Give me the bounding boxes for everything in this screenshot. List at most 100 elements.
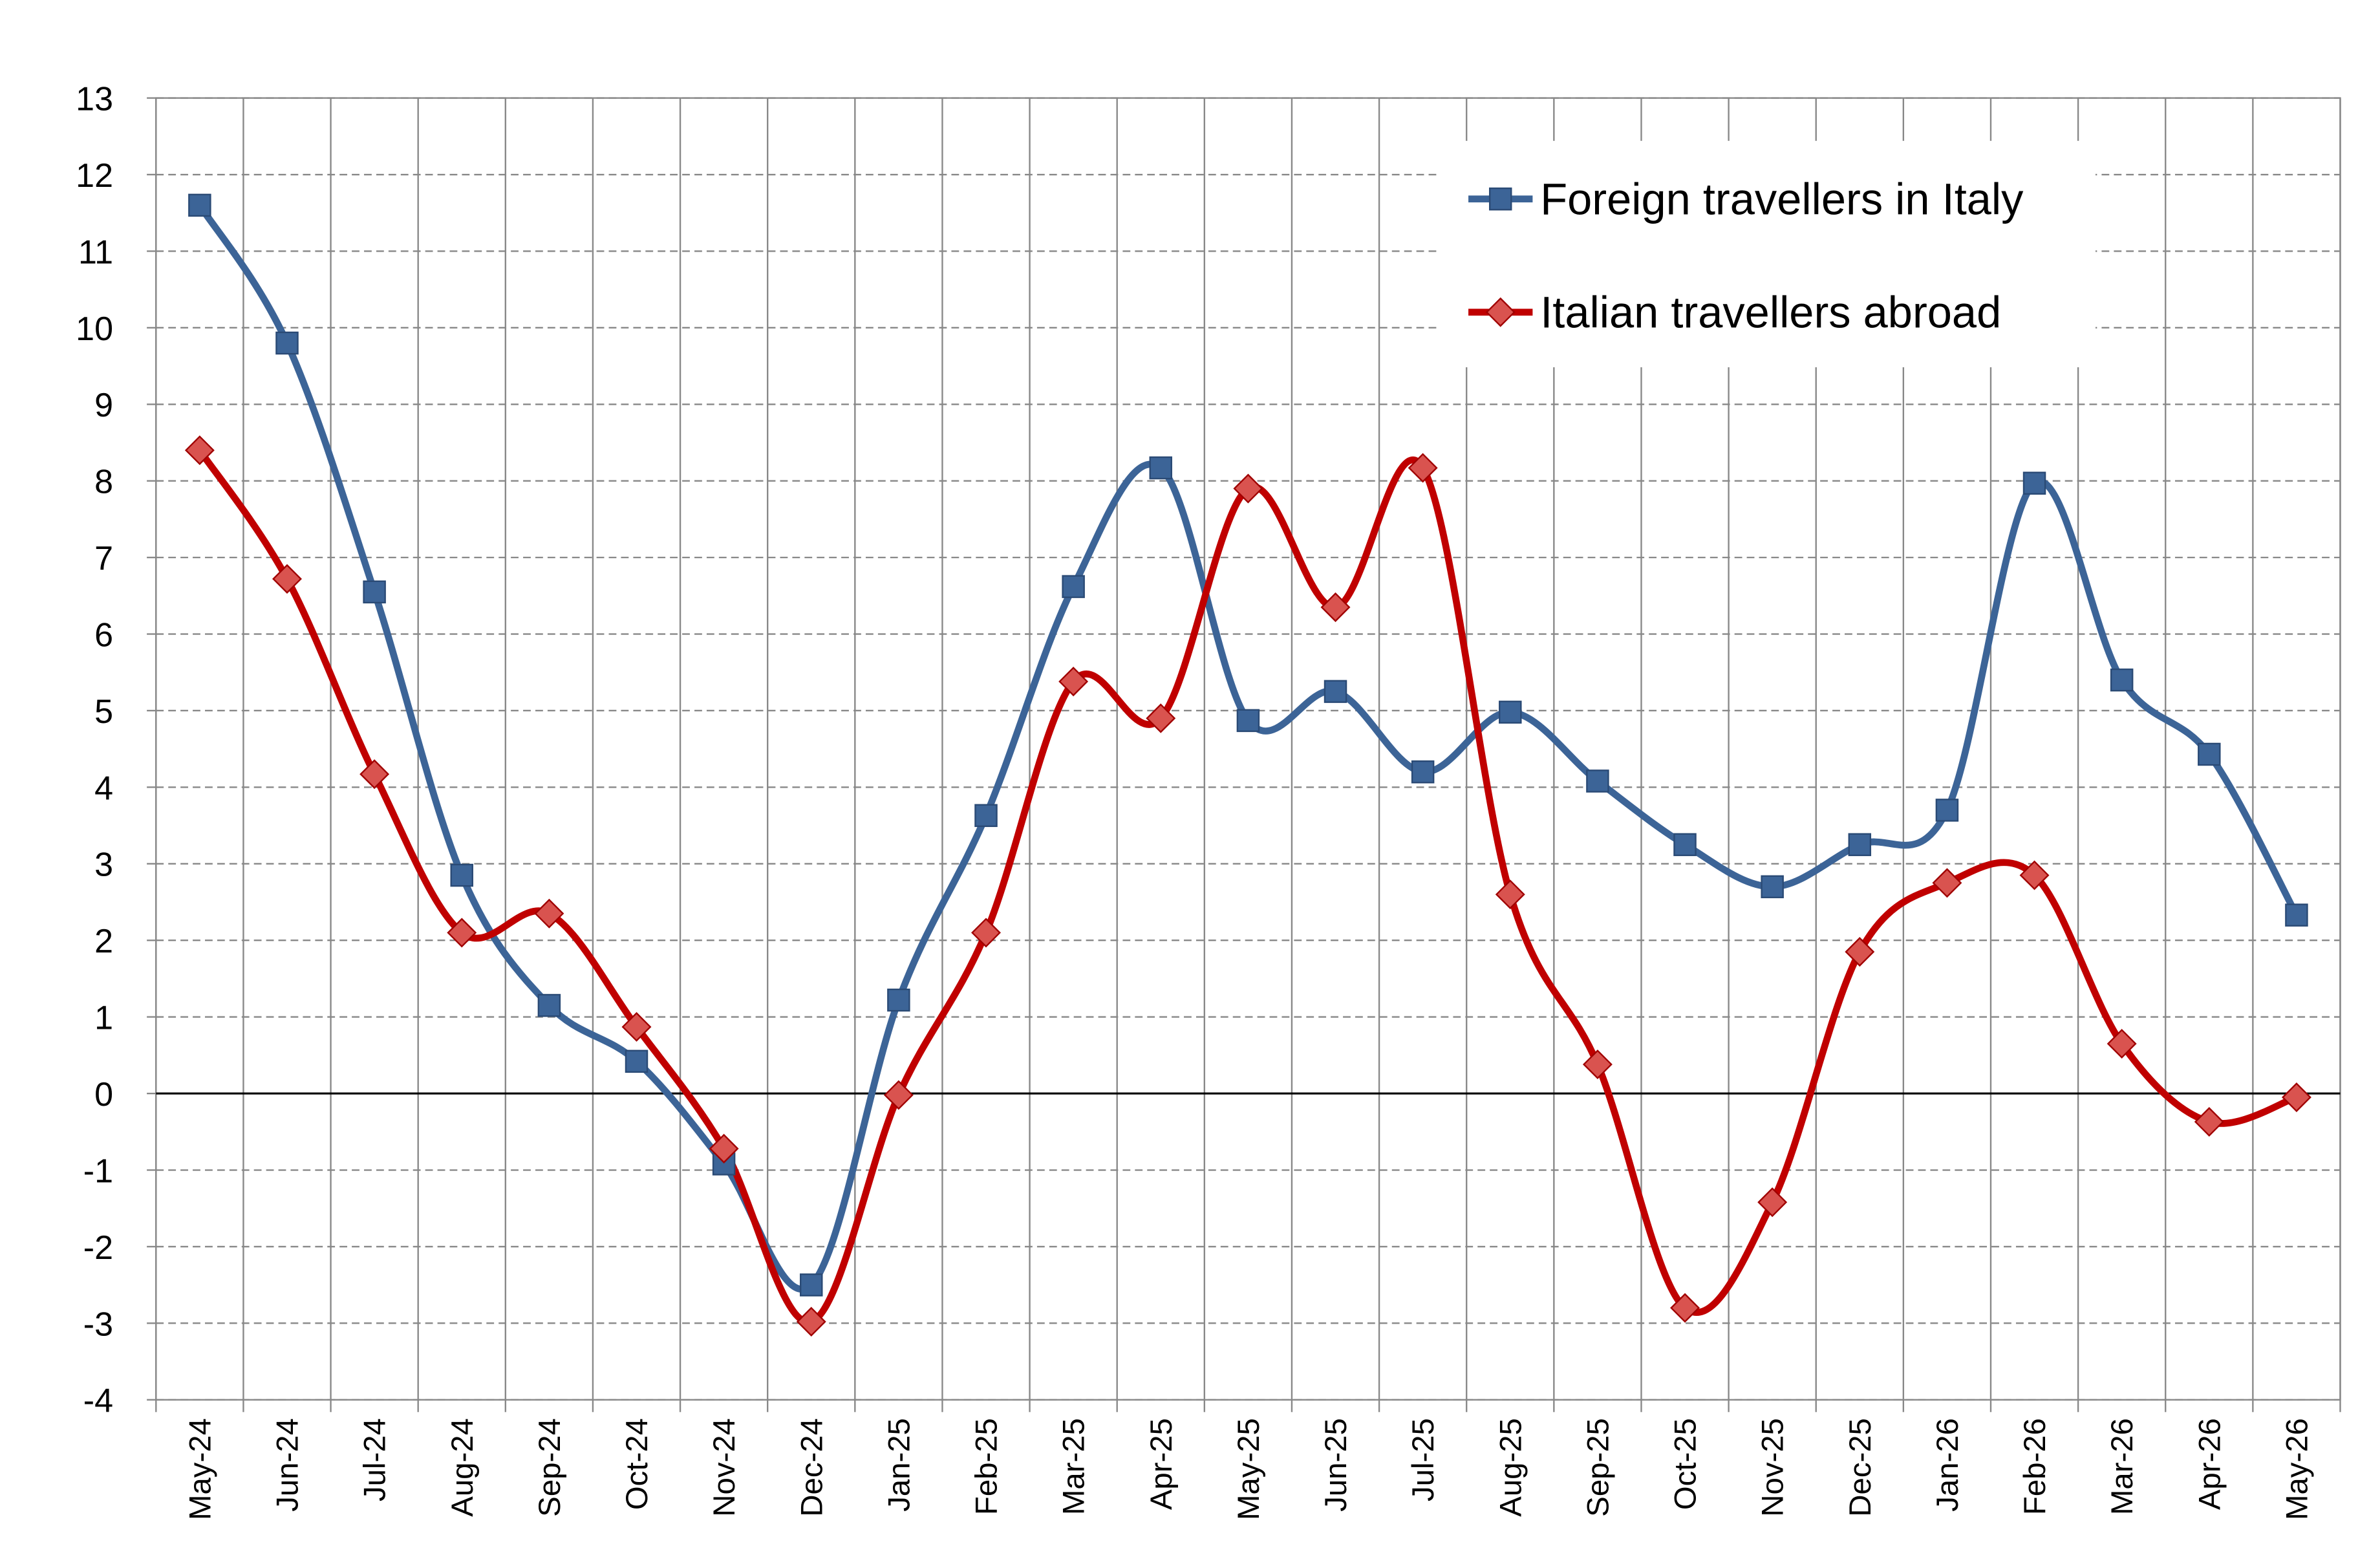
marker	[1488, 187, 1512, 211]
y-tick-label: -3	[83, 1306, 113, 1343]
x-tick-label: Oct-24	[620, 1418, 654, 1510]
x-tick-label: Dec-24	[795, 1418, 829, 1516]
marker	[2198, 742, 2221, 766]
x-tick-label: Apr-25	[1144, 1418, 1179, 1510]
marker	[621, 1012, 652, 1042]
marker	[1320, 592, 1351, 623]
y-tick-label: 2	[94, 923, 113, 960]
marker	[971, 918, 1001, 948]
y-tick-label: 1	[94, 1000, 113, 1037]
x-tick-label: May-24	[183, 1418, 217, 1520]
series-line	[197, 203, 2300, 1293]
x-tick-label: Aug-25	[1494, 1418, 1528, 1517]
marker	[974, 804, 998, 827]
x-tick-label: Jul-24	[358, 1418, 392, 1501]
x-tick-label: Jan-25	[882, 1418, 916, 1512]
x-tick-label: Dec-25	[1843, 1418, 1878, 1516]
marker	[1485, 297, 1516, 327]
marker	[709, 1134, 739, 1164]
x-tick-label: Mar-25	[1057, 1418, 1091, 1515]
marker	[800, 1273, 823, 1296]
marker	[712, 1152, 736, 1176]
y-tick-label: 13	[76, 81, 113, 118]
y-tick-label: 10	[76, 310, 113, 348]
marker	[272, 564, 302, 594]
y-tick-label: 11	[78, 233, 113, 271]
x-tick-label: Aug-24	[445, 1418, 480, 1517]
marker	[1408, 453, 1438, 483]
x-tick-label: Jan-26	[1931, 1418, 1965, 1512]
marker	[1233, 473, 1263, 504]
y-tick-label: -1	[83, 1152, 113, 1190]
x-tick-label: Nov-24	[707, 1418, 742, 1516]
legend-box	[1437, 140, 2096, 367]
marker	[1761, 875, 1784, 899]
marker	[188, 193, 211, 217]
x-tick-label: May-25	[1232, 1418, 1266, 1520]
marker	[1062, 575, 1085, 598]
marker	[447, 918, 477, 948]
x-tick-label: May-26	[2280, 1418, 2314, 1520]
x-tick-label: Feb-26	[2018, 1418, 2052, 1515]
x-tick-label: Nov-25	[1756, 1418, 1790, 1516]
marker	[2022, 471, 2046, 495]
marker	[1495, 879, 1525, 910]
marker	[2107, 1029, 2137, 1059]
marker	[1673, 833, 1697, 856]
plot-border	[155, 97, 2341, 1401]
marker	[1582, 1049, 1613, 1080]
x-tick-label: Feb-25	[970, 1418, 1004, 1515]
marker	[1586, 769, 1609, 793]
marker	[1932, 868, 1962, 898]
y-tick-label: 0	[94, 1076, 113, 1113]
series-line	[197, 448, 2298, 1326]
marker	[184, 435, 215, 466]
marker	[1324, 680, 1347, 704]
marker	[2285, 903, 2308, 927]
marker	[1845, 937, 1875, 967]
marker	[625, 1049, 649, 1073]
marker	[1757, 1187, 1788, 1218]
marker	[534, 898, 564, 929]
marker	[1411, 760, 1435, 784]
y-tick-label: -4	[83, 1382, 113, 1420]
marker	[1848, 833, 1872, 856]
y-tick-label: 5	[94, 693, 113, 731]
legend-label: Foreign travellers in Italy	[1540, 174, 2024, 224]
x-tick-label: Sep-24	[533, 1418, 567, 1517]
x-tick-label: Jun-25	[1319, 1418, 1353, 1512]
x-tick-label: Jul-25	[1406, 1418, 1441, 1501]
marker	[1670, 1293, 1700, 1323]
marker	[883, 1080, 914, 1110]
marker	[1146, 703, 1176, 733]
y-tick-label: 7	[94, 540, 113, 577]
y-tick-label: -2	[83, 1229, 113, 1267]
x-tick-label: Oct-25	[1669, 1418, 1703, 1510]
y-tick-label: 6	[94, 616, 113, 654]
marker	[1499, 700, 1522, 724]
marker	[359, 759, 390, 790]
marker	[450, 863, 473, 887]
marker	[2110, 668, 2134, 692]
marker	[1058, 667, 1089, 696]
marker	[1935, 799, 1959, 822]
legend-label: Italian travellers abroad	[1540, 287, 2001, 337]
marker	[2281, 1082, 2311, 1112]
x-tick-label: Sep-25	[1581, 1418, 1615, 1517]
marker	[537, 994, 561, 1017]
marker	[275, 331, 299, 355]
y-tick-label: 12	[76, 157, 113, 195]
x-tick-label: Apr-26	[2192, 1418, 2227, 1510]
y-tick-label: 8	[94, 464, 113, 501]
marker	[363, 580, 386, 604]
x-tick-label: Jun-24	[271, 1418, 305, 1512]
marker	[2019, 860, 2050, 890]
y-tick-label: 4	[94, 769, 113, 807]
y-tick-label: 3	[94, 846, 113, 884]
marker	[887, 988, 910, 1012]
marker	[1236, 709, 1260, 733]
marker	[2194, 1106, 2224, 1137]
x-tick-label: Mar-26	[2105, 1418, 2139, 1515]
y-tick-label: 9	[94, 387, 113, 424]
